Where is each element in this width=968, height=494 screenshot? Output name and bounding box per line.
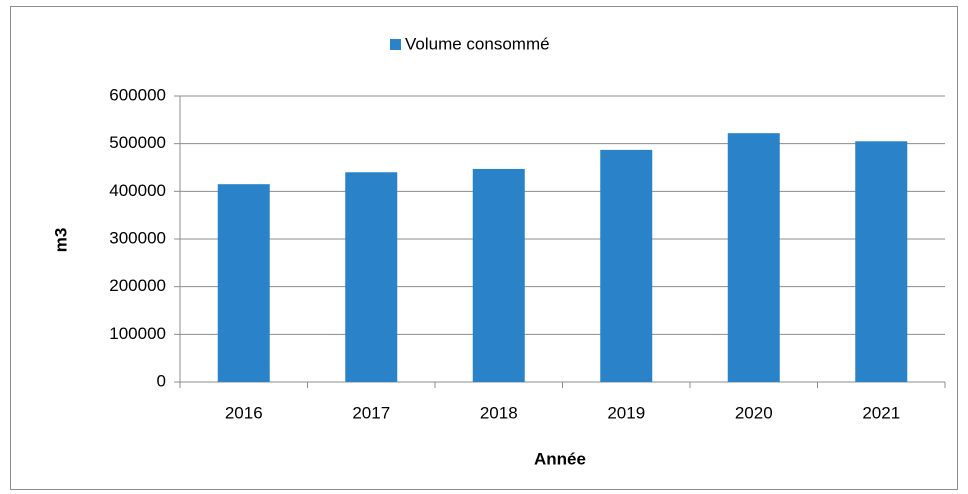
x-tick-label: 2017 <box>352 403 390 422</box>
bar <box>217 184 270 382</box>
x-tick-label: 2018 <box>480 403 518 422</box>
y-tick-label: 200000 <box>109 276 166 295</box>
x-tick-label: 2020 <box>735 403 773 422</box>
legend-swatch <box>390 39 401 50</box>
bar <box>600 149 653 382</box>
y-tick-label: 300000 <box>109 228 166 247</box>
y-tick-label: 600000 <box>109 85 166 104</box>
y-axis-label: m3 <box>51 228 70 253</box>
y-tick-label: 400000 <box>109 181 166 200</box>
y-tick-label: 500000 <box>109 133 166 152</box>
y-tick-label: 0 <box>157 371 166 390</box>
x-tick-label: 2019 <box>607 403 645 422</box>
x-axis-label: Année <box>534 449 586 468</box>
bar <box>855 141 908 382</box>
legend-label: Volume consommé <box>405 34 550 53</box>
bar <box>472 168 525 382</box>
x-tick-label: 2021 <box>862 403 900 422</box>
bar <box>727 133 780 382</box>
y-tick-label: 100000 <box>109 324 166 343</box>
x-tick-label: 2016 <box>225 403 263 422</box>
bar <box>345 172 398 382</box>
